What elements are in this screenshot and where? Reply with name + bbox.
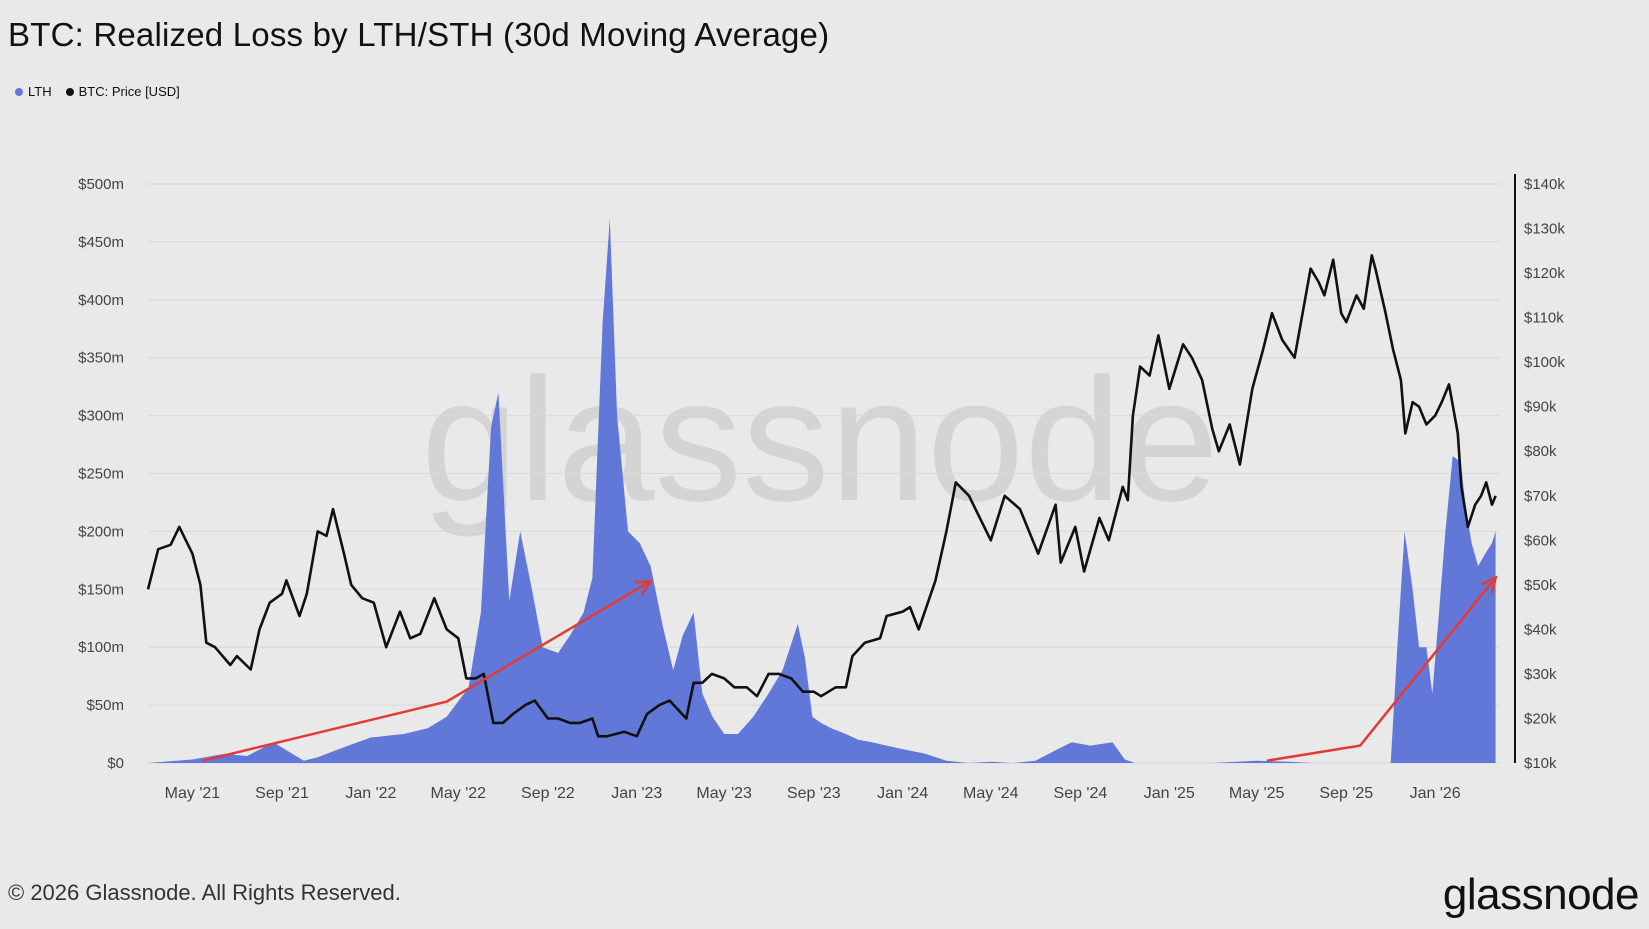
- legend-item-lth[interactable]: LTH: [15, 84, 52, 99]
- arrowhead-icon: [1480, 575, 1498, 594]
- legend: LTH BTC: Price [USD]: [15, 84, 180, 99]
- y-left-tick-label: $350m: [78, 350, 124, 367]
- y-left-tick-label: $450m: [78, 234, 124, 251]
- x-tick-label: Jan '23: [611, 785, 662, 802]
- legend-label: BTC: Price [USD]: [78, 84, 180, 99]
- btc-price-line: [146, 254, 1497, 738]
- y-right-tick-label: $100k: [1524, 354, 1565, 371]
- y-right-tick-label: $40k: [1524, 621, 1557, 638]
- y-right-tick-label: $90k: [1524, 399, 1557, 416]
- y-right-tick-label: $140k: [1524, 176, 1565, 193]
- y-right-tick-label: $130k: [1524, 221, 1565, 238]
- x-tick-label: Sep '23: [787, 785, 841, 802]
- legend-label: LTH: [28, 84, 52, 99]
- y-left-tick-label: $500m: [78, 176, 124, 193]
- y-left-tick-label: $250m: [78, 466, 124, 483]
- y-right-tick-label: $50k: [1524, 577, 1557, 594]
- x-tick-label: Jan '25: [1144, 785, 1195, 802]
- y-right-tick-label: $80k: [1524, 443, 1557, 460]
- x-tick-label: Jan '22: [345, 785, 396, 802]
- y-right-tick-label: $10k: [1524, 755, 1557, 772]
- watermark: glassnode: [421, 343, 1219, 538]
- copyright-footer: © 2026 Glassnode. All Rights Reserved.: [8, 880, 401, 905]
- arrowhead-icon: [634, 579, 654, 596]
- x-tick-label: Jan '24: [877, 785, 928, 802]
- legend-dot-icon: [15, 87, 23, 96]
- y-right-tick-label: $20k: [1524, 710, 1557, 727]
- x-tick-label: Sep '21: [255, 785, 309, 802]
- y-right-tick-label: $30k: [1524, 666, 1557, 683]
- y-left-tick-label: $300m: [78, 408, 124, 425]
- annotation-arrow: [202, 580, 652, 762]
- annotation-arrow: [1266, 576, 1497, 762]
- x-tick-label: Jan '26: [1410, 785, 1461, 802]
- y-right-tick-label: $60k: [1524, 532, 1557, 549]
- y-left-tick-label: $50m: [86, 697, 124, 714]
- x-tick-label: Sep '22: [521, 785, 575, 802]
- y-left-tick-label: $400m: [78, 292, 124, 309]
- x-tick-label: May '22: [431, 785, 487, 802]
- y-left-tick-label: $0: [107, 755, 124, 772]
- legend-item-price[interactable]: BTC: Price [USD]: [65, 84, 180, 99]
- y-right-tick-label: $110k: [1524, 310, 1564, 327]
- brand-logo: glassnode: [1442, 870, 1640, 919]
- lth-area-series: [148, 218, 1496, 763]
- y-left-tick-label: $100m: [78, 639, 124, 656]
- chart-title: BTC: Realized Loss by LTH/STH (30d Movin…: [8, 16, 830, 53]
- y-left-tick-label: $200m: [78, 523, 124, 540]
- legend-dot-icon: [65, 87, 74, 96]
- y-right-tick-label: $120k: [1524, 265, 1565, 282]
- x-tick-label: May '23: [696, 785, 752, 802]
- x-tick-label: May '21: [165, 785, 221, 802]
- x-tick-label: Sep '24: [1054, 785, 1108, 802]
- x-tick-label: May '25: [1229, 785, 1285, 802]
- x-tick-label: May '24: [963, 785, 1019, 802]
- y-right-tick-label: $70k: [1524, 488, 1557, 505]
- x-tick-label: Sep '25: [1319, 785, 1373, 802]
- y-left-tick-label: $150m: [78, 581, 124, 598]
